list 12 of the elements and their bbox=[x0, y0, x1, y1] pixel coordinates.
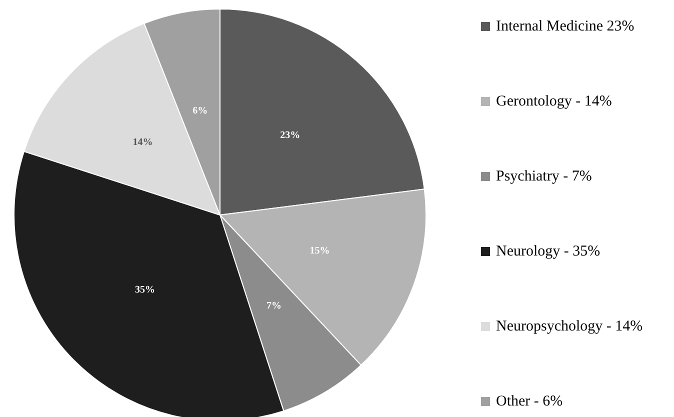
legend-label: Other - 6% bbox=[496, 394, 563, 410]
data-label: 6% bbox=[192, 105, 208, 116]
data-label: 15% bbox=[310, 245, 330, 256]
legend-label: Gerontology - 14% bbox=[496, 94, 612, 110]
data-label: 14% bbox=[132, 136, 153, 148]
data-label: 23% bbox=[280, 130, 300, 141]
data-label: 7% bbox=[266, 300, 282, 312]
legend-label: Psychiatry - 7% bbox=[496, 168, 592, 184]
data-label: 35% bbox=[135, 284, 156, 296]
legend-label: Internal Medicine 23% bbox=[496, 18, 634, 34]
legend-label: Neurology - 35% bbox=[496, 244, 600, 260]
legend-label: Neuropsychology - 14% bbox=[496, 318, 643, 334]
